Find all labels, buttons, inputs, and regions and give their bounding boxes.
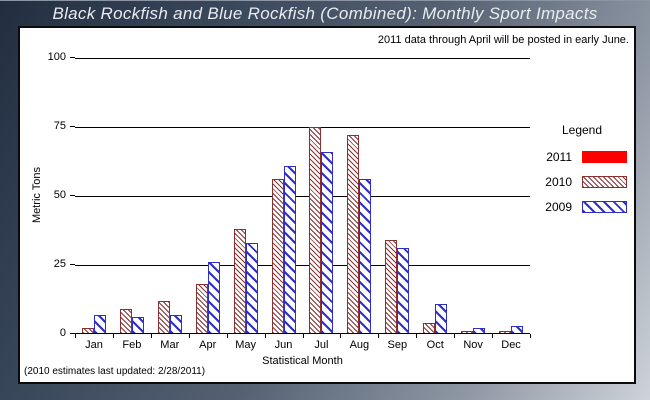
y-tick-mark	[70, 264, 75, 265]
bar-2010-jun	[271, 179, 284, 334]
legend-label-2010: 2010	[545, 175, 572, 189]
x-tick-label-jul: Jul	[314, 339, 329, 351]
bar-2009-feb	[131, 317, 144, 334]
y-tick-label-50: 50	[53, 189, 66, 201]
chart-panel: 2011 data through April will be posted i…	[18, 26, 636, 384]
x-tick-label-apr: Apr	[199, 339, 217, 351]
update-timestamp-note: (2010 estimates last updated: 2/28/2011)	[24, 366, 206, 377]
x-tick-mark	[75, 334, 76, 338]
y-tick-label-0: 0	[59, 327, 66, 339]
x-tick-mark	[265, 334, 266, 338]
legend: Legend 2011 2010 2009	[536, 123, 636, 226]
legend-entry-2011: 2011	[536, 150, 636, 164]
bar-2009-may	[245, 243, 258, 334]
bar-2010-sep	[385, 240, 398, 334]
bar-2009-jun	[283, 166, 296, 334]
x-tick-mark	[416, 334, 417, 338]
y-tick-mark	[70, 57, 75, 58]
legend-title: Legend	[561, 123, 603, 137]
gridline-25	[75, 265, 530, 266]
x-tick-label-feb: Feb	[122, 339, 142, 351]
x-tick-mark	[189, 334, 190, 338]
gridline-50	[75, 196, 530, 197]
x-tick-label-may: May	[235, 339, 256, 351]
bar-2009-jul	[321, 152, 334, 334]
bar-2009-jan	[93, 315, 106, 334]
x-tick-mark	[151, 334, 152, 338]
bar-2009-aug	[359, 179, 372, 334]
bar-2010-aug	[347, 135, 360, 334]
x-tick-mark	[340, 334, 341, 338]
legend-label-2011: 2011	[546, 150, 572, 164]
bar-2010-mar	[157, 301, 170, 334]
x-tick-mark	[454, 334, 455, 338]
x-tick-label-jan: Jan	[85, 339, 103, 351]
plot-area	[75, 58, 531, 338]
bar-2010-may	[233, 229, 246, 334]
x-tick-mark	[303, 334, 304, 338]
legend-swatch-2010	[582, 176, 627, 188]
legend-swatch-2011	[582, 151, 627, 163]
y-tick-mark	[70, 195, 75, 196]
x-tick-mark	[113, 334, 114, 338]
x-tick-label-nov: Nov	[463, 339, 483, 351]
x-tick-label-jun: Jun	[274, 339, 293, 351]
x-tick-mark	[227, 334, 228, 338]
bar-2009-sep	[397, 248, 410, 334]
x-tick-mark	[378, 334, 379, 338]
x-tick-label-sep: Sep	[387, 339, 408, 351]
bar-2010-apr	[195, 284, 208, 334]
legend-entry-2009: 2009	[536, 200, 636, 214]
x-axis-tick-labels: Jan Feb Mar Apr May Jun Jul Aug Sep Oct Nov Dec	[75, 339, 530, 353]
legend-label-2009: 2009	[545, 200, 572, 214]
gridline-100	[75, 58, 530, 59]
y-axis-tick-marks	[70, 57, 75, 334]
x-tick-label-aug: Aug	[349, 339, 370, 351]
x-tick-mark	[492, 334, 493, 338]
y-tick-label-75: 75	[53, 120, 66, 132]
x-axis-line	[75, 333, 530, 334]
x-tick-mark	[530, 334, 531, 338]
y-axis-tick-labels: 0 25 50 75 100	[20, 51, 66, 339]
data-availability-note: 2011 data through April will be posted i…	[377, 34, 629, 46]
y-tick-mark	[70, 333, 75, 334]
legend-entry-2010: 2010	[536, 175, 636, 189]
legend-swatch-2009	[582, 201, 627, 213]
gridline-75	[75, 127, 530, 128]
bar-2009-apr	[207, 262, 220, 334]
legend-entries: 2011 2010 2009	[536, 150, 636, 214]
y-tick-mark	[70, 126, 75, 127]
y-tick-label-25: 25	[53, 258, 66, 270]
x-tick-label-oct: Oct	[426, 339, 444, 351]
window-title: Black Rockfish and Blue Rockfish (Combin…	[52, 4, 598, 23]
x-tick-label-mar: Mar	[160, 339, 180, 351]
bar-2009-oct	[435, 304, 448, 334]
bar-2009-mar	[169, 315, 182, 334]
bar-2010-feb	[119, 309, 132, 334]
x-tick-label-dec: Dec	[501, 339, 521, 351]
x-axis-title: Statistical Month	[262, 355, 343, 367]
y-tick-label-100: 100	[47, 51, 66, 63]
bar-2010-jul	[309, 127, 322, 334]
